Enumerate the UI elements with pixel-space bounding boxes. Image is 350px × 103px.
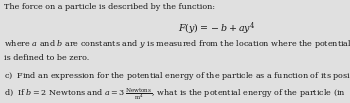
Text: c)  Find an expression for the potential energy of the particle as a function of: c) Find an expression for the potential … xyxy=(4,70,350,82)
Text: The force on a particle is described by the function:: The force on a particle is described by … xyxy=(4,3,215,11)
Text: is defined to be zero.: is defined to be zero. xyxy=(4,54,89,62)
Text: where $a$ and $b$ are constants and $y$ is measured from the location where the : where $a$ and $b$ are constants and $y$ … xyxy=(4,38,350,50)
Text: Joules) when it is at the position $y = 0.2$ m?: Joules) when it is at the position $y = … xyxy=(4,102,195,103)
Text: d)  If $b = 2$ Newtons and $a = 3\,\frac{\mathrm{Newtons}}{\mathrm{m}^4}$, what : d) If $b = 2$ Newtons and $a = 3\,\frac{… xyxy=(4,87,345,102)
Text: $F(y) = -b + ay^4$: $F(y) = -b + ay^4$ xyxy=(178,21,256,37)
